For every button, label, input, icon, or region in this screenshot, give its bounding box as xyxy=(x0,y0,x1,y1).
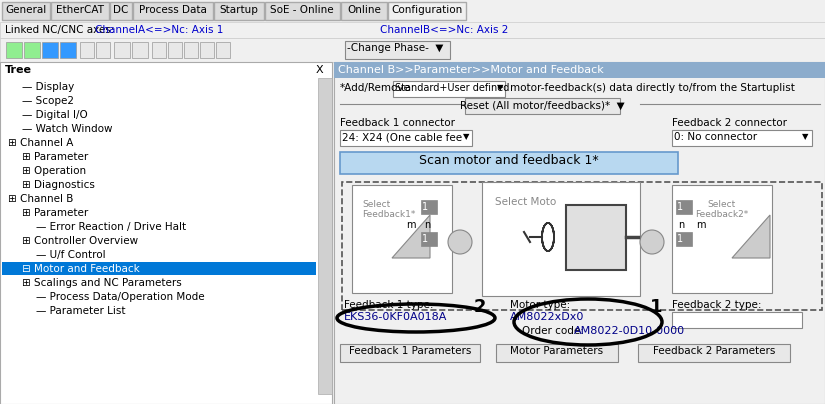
Polygon shape xyxy=(732,215,770,258)
Text: Channel B>>Parameter>>Motor and Feedback: Channel B>>Parameter>>Motor and Feedback xyxy=(338,65,604,75)
Text: n: n xyxy=(424,220,431,230)
Text: EtherCAT: EtherCAT xyxy=(56,5,104,15)
Text: ▼: ▼ xyxy=(802,132,808,141)
Text: — Digital I/O: — Digital I/O xyxy=(22,110,87,120)
FancyBboxPatch shape xyxy=(340,152,678,174)
FancyBboxPatch shape xyxy=(393,81,505,97)
Text: Feedback 2 type:: Feedback 2 type: xyxy=(672,300,761,310)
FancyBboxPatch shape xyxy=(482,182,640,296)
FancyBboxPatch shape xyxy=(341,2,387,20)
Text: ⊞ Operation: ⊞ Operation xyxy=(22,166,86,176)
FancyBboxPatch shape xyxy=(0,62,332,404)
Text: ⊞ Scalings and NC Parameters: ⊞ Scalings and NC Parameters xyxy=(22,278,182,288)
Text: Feedback 1 connector: Feedback 1 connector xyxy=(340,118,455,128)
Text: m: m xyxy=(406,220,416,230)
FancyBboxPatch shape xyxy=(110,2,132,20)
Text: — U/f Control: — U/f Control xyxy=(36,250,106,260)
FancyBboxPatch shape xyxy=(2,262,316,275)
Text: Motor Parameters: Motor Parameters xyxy=(511,346,604,356)
Text: Linked NC/CNC axes:: Linked NC/CNC axes: xyxy=(5,25,115,35)
FancyBboxPatch shape xyxy=(672,130,812,146)
Text: ⊞ Diagnostics: ⊞ Diagnostics xyxy=(22,180,95,190)
Text: DC: DC xyxy=(113,5,129,15)
FancyBboxPatch shape xyxy=(334,62,825,404)
Text: m: m xyxy=(696,220,705,230)
Text: 1: 1 xyxy=(650,298,662,316)
FancyBboxPatch shape xyxy=(114,42,130,58)
Text: — Watch Window: — Watch Window xyxy=(22,124,112,134)
Text: 1: 1 xyxy=(422,234,428,244)
Text: EKS36-0KF0A018A: EKS36-0KF0A018A xyxy=(344,312,447,322)
FancyBboxPatch shape xyxy=(168,42,182,58)
Circle shape xyxy=(448,230,472,254)
Text: Select Moto: Select Moto xyxy=(495,197,556,207)
Text: Feedback 2 connector: Feedback 2 connector xyxy=(672,118,787,128)
Circle shape xyxy=(640,230,664,254)
Text: — Process Data/Operation Mode: — Process Data/Operation Mode xyxy=(36,292,205,302)
Text: Tree: Tree xyxy=(5,65,32,75)
FancyBboxPatch shape xyxy=(132,42,148,58)
Text: — Display: — Display xyxy=(22,82,74,92)
FancyBboxPatch shape xyxy=(51,2,109,20)
Text: Online: Online xyxy=(347,5,381,15)
Text: Startup: Startup xyxy=(219,5,258,15)
FancyBboxPatch shape xyxy=(676,200,692,214)
FancyBboxPatch shape xyxy=(96,42,110,58)
FancyBboxPatch shape xyxy=(566,205,626,270)
Text: ▼: ▼ xyxy=(463,132,469,141)
Text: Motor type:: Motor type: xyxy=(510,300,570,310)
Text: ⊞ Channel B: ⊞ Channel B xyxy=(8,194,73,204)
Text: — Parameter List: — Parameter List xyxy=(36,306,125,316)
FancyBboxPatch shape xyxy=(421,232,437,246)
Text: Reset (All motor/feedbacks)*  ▼: Reset (All motor/feedbacks)* ▼ xyxy=(460,100,625,110)
FancyBboxPatch shape xyxy=(133,2,213,20)
FancyBboxPatch shape xyxy=(265,2,340,20)
FancyBboxPatch shape xyxy=(0,22,825,38)
Text: Feedback 1 Parameters: Feedback 1 Parameters xyxy=(349,346,471,356)
Text: ⊞ Parameter: ⊞ Parameter xyxy=(22,208,88,218)
FancyBboxPatch shape xyxy=(676,232,692,246)
Text: Feedback 1 type:: Feedback 1 type: xyxy=(344,300,433,310)
Text: Process Data: Process Data xyxy=(139,5,207,15)
Text: — Error Reaction / Drive Halt: — Error Reaction / Drive Halt xyxy=(36,222,186,232)
FancyBboxPatch shape xyxy=(216,42,230,58)
FancyBboxPatch shape xyxy=(6,42,22,58)
Text: Order code:: Order code: xyxy=(522,326,584,336)
Text: SoE - Online: SoE - Online xyxy=(271,5,334,15)
Text: ⊞ Channel A: ⊞ Channel A xyxy=(8,138,73,148)
FancyBboxPatch shape xyxy=(80,42,94,58)
Text: motor-feedback(s) data directly to/from the Startuplist: motor-feedback(s) data directly to/from … xyxy=(510,83,794,93)
FancyBboxPatch shape xyxy=(465,98,620,114)
FancyBboxPatch shape xyxy=(60,42,76,58)
FancyBboxPatch shape xyxy=(152,42,166,58)
Text: ⊞ Controller Overview: ⊞ Controller Overview xyxy=(22,236,138,246)
FancyBboxPatch shape xyxy=(672,185,772,293)
FancyBboxPatch shape xyxy=(340,130,472,146)
FancyBboxPatch shape xyxy=(334,62,825,78)
Polygon shape xyxy=(392,215,430,258)
Text: Select
Feedback2*: Select Feedback2* xyxy=(695,200,748,219)
Text: *Add/Remove: *Add/Remove xyxy=(340,83,411,93)
Text: -Change Phase-  ▼: -Change Phase- ▼ xyxy=(347,43,443,53)
Text: n: n xyxy=(678,220,684,230)
Text: ChannelB<=>Nc: Axis 2: ChannelB<=>Nc: Axis 2 xyxy=(380,25,508,35)
FancyBboxPatch shape xyxy=(638,344,790,362)
Text: X: X xyxy=(316,65,323,75)
Text: Configuration: Configuration xyxy=(391,5,463,15)
FancyBboxPatch shape xyxy=(318,78,332,394)
Text: Select
Feedback1*: Select Feedback1* xyxy=(362,200,415,219)
Text: ⊟ Motor and Feedback: ⊟ Motor and Feedback xyxy=(22,264,139,274)
Text: 2: 2 xyxy=(474,298,487,316)
FancyBboxPatch shape xyxy=(42,42,58,58)
Text: 1: 1 xyxy=(677,202,683,212)
Text: Feedback 2 Parameters: Feedback 2 Parameters xyxy=(653,346,776,356)
FancyBboxPatch shape xyxy=(421,200,437,214)
FancyBboxPatch shape xyxy=(340,344,480,362)
Text: ChannelA<=>Nc: Axis 1: ChannelA<=>Nc: Axis 1 xyxy=(95,25,224,35)
Text: Scan motor and feedback 1*: Scan motor and feedback 1* xyxy=(419,154,599,167)
Text: ▼: ▼ xyxy=(497,83,503,92)
Text: ⊞ Parameter: ⊞ Parameter xyxy=(22,152,88,162)
FancyBboxPatch shape xyxy=(200,42,214,58)
Text: 1: 1 xyxy=(677,234,683,244)
